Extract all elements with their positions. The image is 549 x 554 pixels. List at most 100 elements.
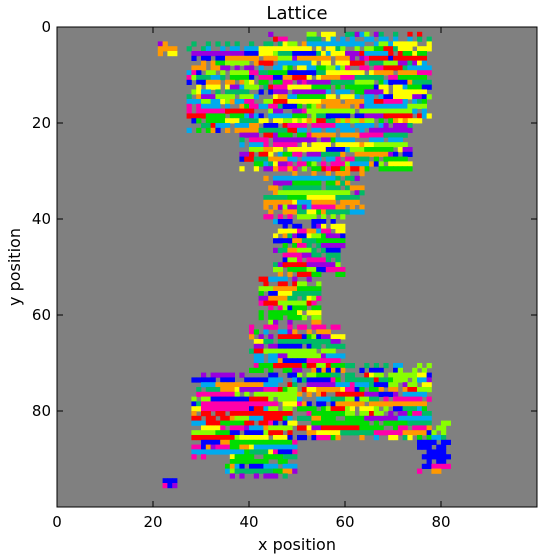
lattice-cell [359,70,365,76]
lattice-cell [301,123,307,129]
lattice-cell [306,36,312,42]
lattice-cell [282,396,288,402]
lattice-cell [239,444,245,450]
lattice-cell [268,195,274,201]
lattice-cell [268,123,274,129]
lattice-cell [191,444,197,450]
lattice-cell [330,199,336,205]
lattice-cell [340,70,346,76]
lattice-cell [393,430,399,436]
lattice-cell [239,463,245,469]
lattice-cell [378,46,384,52]
lattice-cell [301,156,307,162]
lattice-cell [282,238,288,244]
lattice-cell [287,396,293,402]
lattice-cell [301,401,307,407]
lattice-cell [277,295,283,301]
lattice-cell [325,358,331,364]
lattice-cell [287,267,293,273]
lattice-cell [205,444,211,450]
lattice-cell [369,99,375,105]
lattice-cell [373,156,379,162]
lattice-cell [345,166,351,172]
lattice-cell [277,51,283,57]
lattice-cell [253,459,259,465]
lattice-cell [277,180,283,186]
lattice-cell [287,382,293,388]
lattice-cell [292,46,298,52]
lattice-cell [282,209,288,215]
lattice-cell [201,449,207,455]
lattice-cell [297,55,303,61]
lattice-cell [378,55,384,61]
lattice-cell [407,151,413,157]
lattice-cell [273,65,279,71]
lattice-cell [349,387,355,393]
lattice-cell [268,70,274,76]
lattice-cell [258,425,264,431]
lattice-cell [273,310,279,316]
lattice-cell [383,415,389,421]
lattice-cell [282,262,288,268]
lattice-cell [311,387,317,393]
lattice-cell [282,343,288,349]
lattice-cell [258,348,264,354]
lattice-cell [229,391,235,397]
lattice-cell [306,204,312,210]
lattice-cell [378,41,384,47]
lattice-cell [383,123,389,129]
lattice-cell [369,147,375,153]
lattice-cell [388,79,394,85]
lattice-cell [311,84,317,90]
lattice-cell [421,420,427,426]
lattice-cell [297,180,303,186]
lattice-cell [325,171,331,177]
lattice-cell [335,363,341,369]
lattice-cell [263,430,269,436]
lattice-cell [297,127,303,133]
lattice-cell [297,151,303,157]
lattice-cell [431,430,437,436]
lattice-cell [277,396,283,402]
lattice-cell [196,94,202,100]
lattice-cell [335,411,341,417]
lattice-cell [393,75,399,81]
lattice-cell [330,209,336,215]
lattice-cell [297,339,303,345]
lattice-cell [273,175,279,181]
lattice-cell [301,262,307,268]
lattice-cell [292,199,298,205]
lattice-cell [364,123,370,129]
lattice-cell [282,180,288,186]
lattice-cell [297,252,303,258]
lattice-cell [311,339,317,345]
lattice-cell [388,46,394,52]
lattice-cell [349,175,355,181]
lattice-cell [426,84,432,90]
lattice-cell [373,161,379,167]
lattice-cell [378,425,384,431]
lattice-cell [359,60,365,66]
lattice-cell [335,108,341,114]
lattice-cell [277,262,283,268]
lattice-cell [277,70,283,76]
lattice-cell [345,377,351,383]
lattice-cell [229,420,235,426]
lattice-cell [301,137,307,143]
lattice-cell [220,420,226,426]
lattice-cell [186,103,192,109]
lattice-cell [340,41,346,47]
lattice-cell [225,396,231,402]
lattice-cell [335,324,341,330]
lattice-cell [417,89,423,95]
lattice-cell [268,60,274,66]
y-tick-label: 0 [41,18,51,36]
lattice-cell [292,291,298,297]
lattice-cell [292,348,298,354]
lattice-cell [383,60,389,66]
lattice-cell [297,425,303,431]
lattice-cell [277,271,283,277]
lattice-cell [417,430,423,436]
lattice-cell [215,430,221,436]
lattice-cell [340,190,346,196]
